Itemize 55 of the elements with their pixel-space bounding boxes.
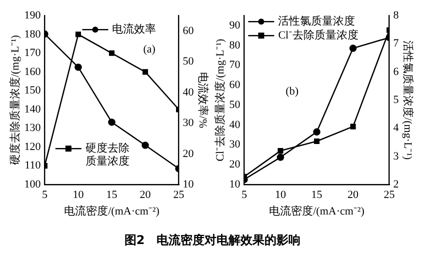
y-tick-label: 40: [229, 118, 241, 131]
annotation: (a): [143, 43, 156, 56]
y-tick-label: 120: [24, 140, 42, 153]
y2-tick-label: 20: [182, 148, 194, 160]
caption: 图2 电流密度对电解效果的影响: [123, 232, 302, 249]
y2-tick-label: 4: [393, 122, 400, 134]
legend-label: 硬度去除质量浓度: [85, 141, 130, 168]
y2-tick-label: 5: [393, 94, 400, 106]
x-axis-title: 电流密度/(mA·cm⁻²): [269, 204, 365, 218]
y-tick-label: 80: [229, 39, 241, 52]
y2-tick-label: 40: [182, 86, 194, 98]
y2-tick-label: 7: [393, 38, 400, 50]
y2-tick-label: 8: [393, 9, 400, 22]
x-tick-label: 5: [241, 189, 248, 202]
y-tick-label: 140: [24, 103, 42, 116]
x-tick-label: 20: [348, 189, 360, 202]
x-tick-label: 25: [384, 189, 396, 202]
y2-tick-label: 30: [182, 117, 194, 130]
y2-axis-title: 电流效率/%: [196, 72, 210, 128]
y-tick-label: 100: [24, 178, 42, 190]
y2-tick-label: 3: [393, 150, 400, 162]
x-tick-label: 25: [173, 189, 185, 202]
y2-tick-label: 6: [393, 66, 400, 78]
y-tick-label: 150: [24, 84, 42, 97]
y-axis-title: 硬度去除质量浓度/(mg·L⁻¹): [8, 34, 22, 166]
y-tick-label: 110: [24, 160, 42, 172]
legend-label: Cl⁻去除质量浓度: [278, 28, 359, 42]
x-axis-title: 电流密度/(mA·cm⁻²): [64, 204, 160, 218]
y-tick-label: 90: [229, 19, 241, 32]
x-tick-label: 15: [106, 189, 118, 202]
x-tick-label: 15: [311, 189, 323, 202]
y-tick-label: 10: [229, 178, 241, 190]
y2-axis-title: 活性氯质量浓度/(mg·L⁻¹): [402, 40, 415, 160]
y-tick-label: 160: [24, 66, 42, 78]
y-tick-label: 130: [24, 122, 42, 134]
y2-tick-label: 60: [182, 24, 194, 37]
y2-tick-label: 10: [182, 178, 194, 190]
y-axis-title: Cl⁻去除质量浓度/(mg·L⁻¹): [213, 38, 226, 162]
y2-tick-label: 2: [393, 178, 399, 190]
y-tick-label: 60: [229, 79, 241, 92]
y-tick-label: 180: [24, 28, 42, 40]
y-tick-label: 170: [24, 47, 42, 60]
y-tick-label: 70: [229, 59, 241, 72]
x-tick-label: 10: [72, 189, 84, 202]
y2-tick-label: 50: [182, 56, 194, 68]
y-tick-label: 30: [229, 138, 241, 151]
legend-label: 电流效率: [112, 22, 156, 36]
y-tick-label: 20: [229, 158, 241, 171]
y-tick-label: 190: [24, 9, 42, 22]
legend-label: 活性氯质量浓度: [278, 14, 356, 28]
y-tick-label: 50: [229, 98, 241, 111]
x-tick-label: 5: [42, 189, 48, 202]
annotation: (b): [286, 86, 299, 98]
x-tick-label: 10: [274, 189, 286, 202]
x-tick-label: 20: [140, 189, 152, 202]
